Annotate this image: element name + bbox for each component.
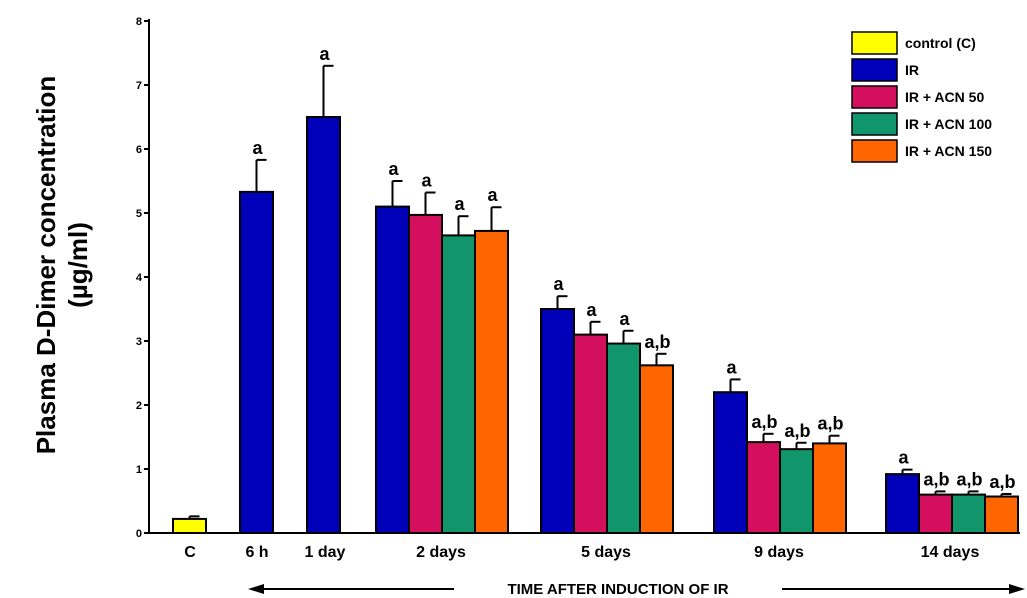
significance-label: a: [898, 448, 909, 468]
x-axis-arrow-right-head: [1009, 584, 1025, 594]
significance-label: a: [487, 185, 498, 205]
bar-group: a 6 h: [239, 138, 274, 561]
bar: [408, 213, 443, 534]
significance-label: a: [726, 357, 737, 377]
significance-label: a: [388, 159, 399, 179]
significance-label: a,b: [956, 469, 982, 489]
significance-label: a,b: [989, 472, 1015, 492]
bar: [375, 205, 410, 534]
y-tick-label: 0: [136, 528, 142, 540]
y-tick-label: 7: [136, 80, 142, 92]
y-tick-label: 4: [136, 272, 143, 284]
y-tick-label: 3: [136, 336, 142, 348]
significance-label: a: [421, 171, 432, 191]
bar: [306, 116, 341, 534]
legend-label: IR + ACN 150: [905, 143, 992, 159]
legend: control (C) IR IR + ACN 50 IR + ACN 100 IR +…: [851, 31, 992, 163]
significance-label: a,b: [923, 469, 949, 489]
x-tick-label: 5 days: [581, 544, 631, 561]
legend-swatch: [851, 31, 898, 55]
x-tick-label: 9 days: [754, 544, 804, 561]
legend-swatch: [851, 112, 898, 136]
legend-item: IR + ACN 100: [851, 112, 992, 136]
significance-label: a: [454, 194, 465, 214]
y-tick-label: 8: [136, 16, 142, 28]
bar-group: C: [172, 515, 207, 561]
legend-label: IR + ACN 100: [905, 116, 992, 132]
bars: Ca 6 h a 1 day a a a a 2 days a a a a,b 5 days a a,b a,b…: [172, 44, 1019, 561]
significance-label: a: [553, 274, 564, 294]
y-tick-label: 2: [136, 400, 142, 412]
legend-label: control (C): [905, 35, 976, 51]
bar: [918, 493, 953, 535]
bar: [441, 234, 476, 534]
x-tick-label: 6 h: [245, 544, 268, 561]
x-axis-label: TIME AFTER INDUCTION OF IR: [507, 581, 728, 598]
x-tick-label: 2 days: [416, 544, 466, 561]
bar: [172, 517, 207, 534]
bar: [639, 364, 674, 534]
significance-label: a,b: [644, 332, 670, 352]
significance-label: a,b: [751, 412, 777, 432]
legend-item: control (C): [851, 31, 976, 55]
legend-label: IR: [905, 62, 919, 78]
x-tick-label: C: [184, 544, 196, 561]
bar: [812, 442, 847, 534]
significance-label: a: [619, 309, 630, 329]
legend-swatch: [851, 85, 898, 109]
bar: [779, 448, 814, 534]
bar: [746, 441, 781, 534]
legend-item: IR + ACN 150: [851, 139, 992, 163]
bar-group: a a a a,b 5 days: [540, 274, 674, 561]
legend-item: IR: [851, 58, 919, 82]
legend-swatch: [851, 139, 898, 163]
y-tick-label: 5: [136, 208, 142, 220]
bar-group: a a a a 2 days: [375, 159, 509, 561]
legend-item: IR + ACN 50: [851, 85, 984, 109]
x-axis-label-group: TIME AFTER INDUCTION OF IR: [248, 581, 1025, 598]
y-tick-label: 1: [136, 464, 142, 476]
y-axis-label-line1: Plasma D-Dimer concentration: [31, 76, 61, 455]
significance-label: a,b: [817, 414, 843, 434]
y-axis-label-line2: (µg/ml): [63, 222, 93, 308]
bar-group: a a,b a,b a,b 14 days: [885, 448, 1019, 561]
axes: 0 1 2 3 4 5 6 7 8: [136, 16, 1020, 540]
bar: [573, 333, 608, 534]
bar: [239, 190, 274, 534]
significance-label: a: [586, 300, 597, 320]
significance-label: a: [252, 138, 263, 158]
bar: [713, 391, 748, 535]
bar: [606, 342, 641, 534]
x-axis-arrow-left-head: [248, 584, 264, 594]
y-tick-label: 6: [136, 144, 142, 156]
legend-swatch: [851, 58, 898, 82]
bar: [984, 495, 1019, 534]
bar: [540, 308, 575, 534]
significance-label: a,b: [784, 421, 810, 441]
x-tick-label: 14 days: [921, 544, 980, 561]
bar: [951, 493, 986, 535]
bar: [474, 229, 509, 534]
legend-label: IR + ACN 50: [905, 89, 984, 105]
bar-group: a a,b a,b a,b 9 days: [713, 357, 847, 561]
bar: [885, 473, 920, 534]
significance-label: a: [319, 44, 330, 64]
bar-group: a 1 day: [305, 44, 346, 561]
x-tick-label: 1 day: [305, 544, 346, 561]
y-axis-label: Plasma D-Dimer concentration (µg/ml): [31, 76, 93, 455]
